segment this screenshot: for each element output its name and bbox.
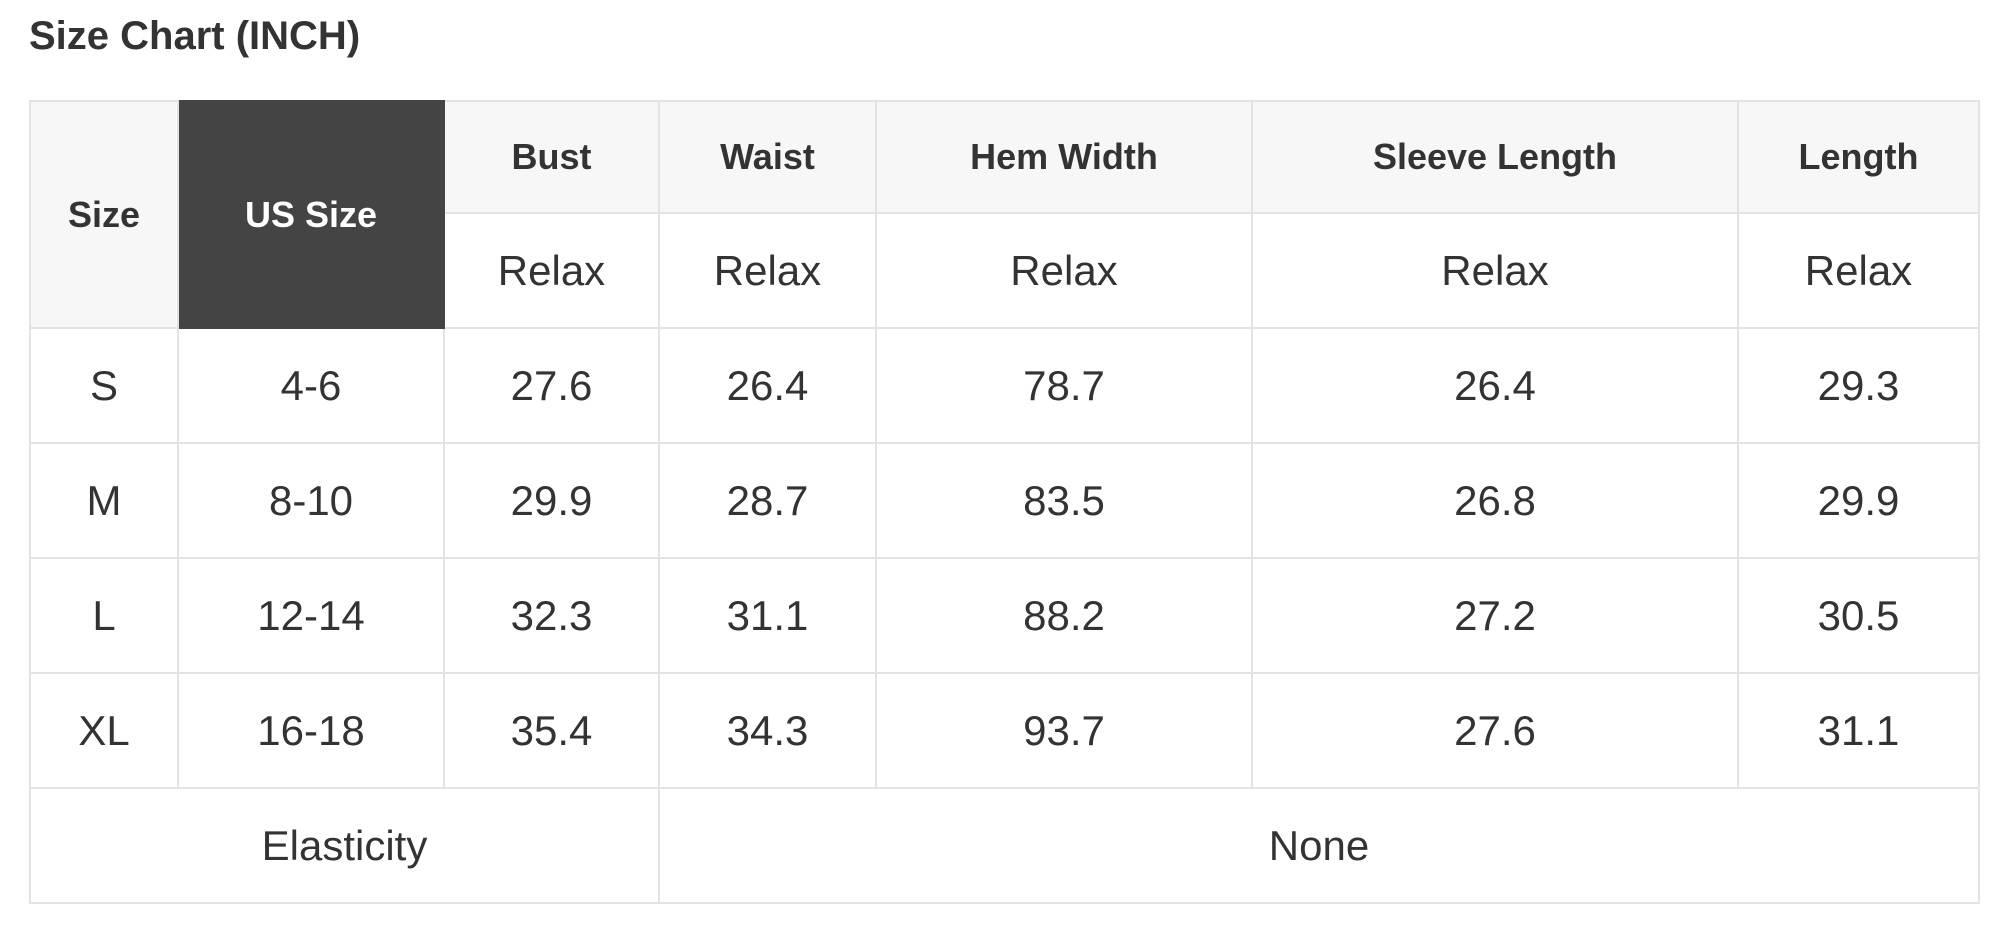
value-cell: 31.1: [1737, 672, 1980, 789]
header-waist: Waist: [658, 100, 877, 214]
us-size-cell: 16-18: [177, 672, 445, 789]
size-chart-table: Size US Size Bust Waist Hem Width Sleeve…: [29, 100, 1980, 904]
subheader-cell: Relax: [1737, 212, 1980, 329]
subheader-cell: Relax: [1251, 212, 1739, 329]
header-bust: Bust: [443, 100, 660, 214]
table-row: M 8-10 29.9 28.7 83.5 26.8 29.9: [29, 442, 1980, 559]
size-cell: M: [29, 442, 179, 559]
us-size-cell: 12-14: [177, 557, 445, 674]
value-cell: 29.9: [443, 442, 660, 559]
value-cell: 28.7: [658, 442, 877, 559]
elasticity-row: Elasticity None: [29, 787, 1980, 904]
value-cell: 27.6: [443, 327, 660, 444]
subheader-cell: Relax: [443, 212, 660, 329]
size-cell: L: [29, 557, 179, 674]
value-cell: 83.5: [875, 442, 1253, 559]
value-cell: 26.4: [1251, 327, 1739, 444]
page-title: Size Chart (INCH): [29, 14, 361, 58]
value-cell: 29.9: [1737, 442, 1980, 559]
elasticity-value: None: [658, 787, 1980, 904]
size-cell: S: [29, 327, 179, 444]
us-size-cell: 4-6: [177, 327, 445, 444]
elasticity-label: Elasticity: [29, 787, 660, 904]
table-row: L 12-14 32.3 31.1 88.2 27.2 30.5: [29, 557, 1980, 674]
value-cell: 26.8: [1251, 442, 1739, 559]
header-row: Size US Size Bust Waist Hem Width Sleeve…: [29, 100, 1980, 329]
size-cell: XL: [29, 672, 179, 789]
table-row: XL 16-18 35.4 34.3 93.7 27.6 31.1: [29, 672, 1980, 789]
subheader-row: Relax Relax Relax Relax Relax: [30, 212, 1980, 329]
value-cell: 88.2: [875, 557, 1253, 674]
header-size: Size: [29, 100, 179, 329]
value-cell: 27.6: [1251, 672, 1739, 789]
header-us-size: US Size: [177, 100, 445, 329]
value-cell: 30.5: [1737, 557, 1980, 674]
table-row: S 4-6 27.6 26.4 78.7 26.4 29.3: [29, 327, 1980, 444]
us-size-cell: 8-10: [177, 442, 445, 559]
value-cell: 32.3: [443, 557, 660, 674]
header-length: Length: [1737, 100, 1980, 214]
value-cell: 78.7: [875, 327, 1253, 444]
value-cell: 26.4: [658, 327, 877, 444]
subheader-cell: Relax: [875, 212, 1253, 329]
value-cell: 35.4: [443, 672, 660, 789]
value-cell: 29.3: [1737, 327, 1980, 444]
subheader-cell: Relax: [658, 212, 877, 329]
header-sleeve-length: Sleeve Length: [1251, 100, 1739, 214]
header-hem-width: Hem Width: [875, 100, 1253, 214]
value-cell: 31.1: [658, 557, 877, 674]
value-cell: 93.7: [875, 672, 1253, 789]
value-cell: 27.2: [1251, 557, 1739, 674]
value-cell: 34.3: [658, 672, 877, 789]
